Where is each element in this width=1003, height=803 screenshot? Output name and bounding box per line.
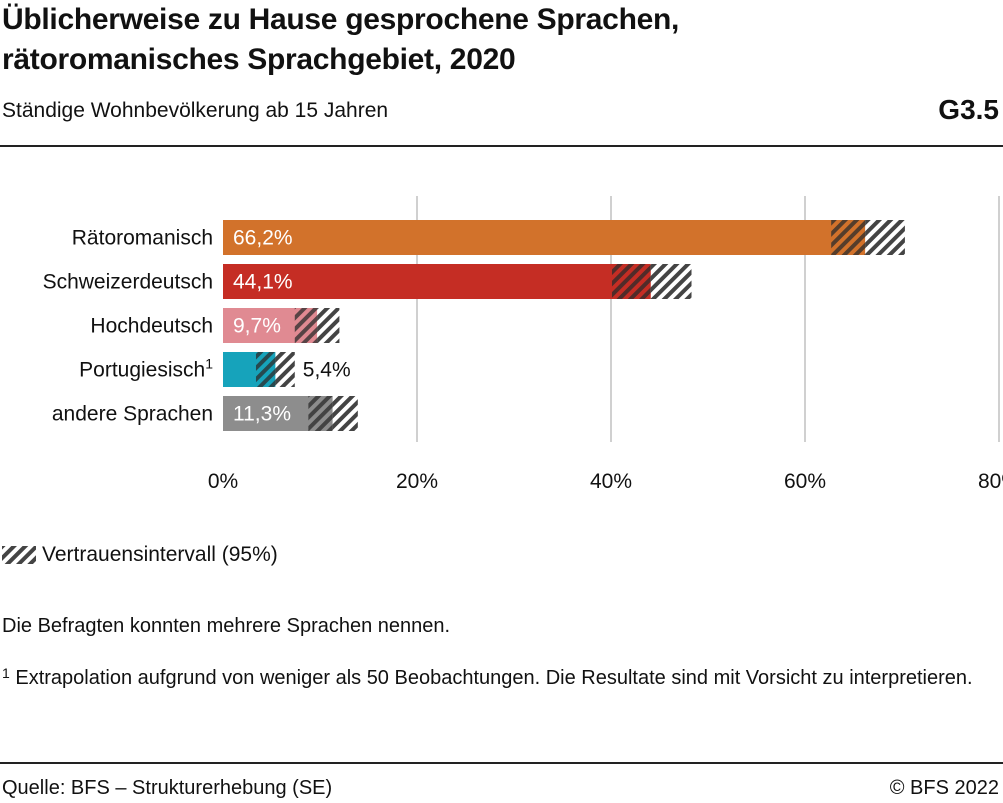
category-label: Portugiesisch1 — [79, 356, 213, 382]
hatch-swatch-icon — [2, 546, 36, 564]
category-label: Hochdeutsch — [90, 315, 213, 338]
x-tick-label: 60% — [784, 470, 826, 493]
category-labels: Rätoromanisch Schweizerdeutsch Hochdeutsch… — [43, 227, 214, 426]
header-divider — [0, 145, 1003, 147]
x-tick-label: 80% — [978, 470, 1003, 493]
bar-value-label: 9,7% — [233, 315, 281, 338]
legend: Vertrauensintervall (95%) — [2, 540, 278, 570]
x-tick-label: 40% — [590, 470, 632, 493]
footer-divider — [0, 762, 1003, 764]
category-label: Schweizerdeutsch — [43, 271, 213, 294]
title-line-1: Üblicherweise zu Hause gesprochene Sprac… — [2, 3, 680, 36]
x-axis-ticks: 0% 20% 40% 60% 80% — [208, 470, 1003, 493]
source-text: Quelle: BFS – Strukturerhebung (SE) — [2, 777, 333, 799]
ci-hatch-lower — [831, 220, 866, 255]
footnote: 1 Extrapolation aufgrund von weniger als… — [2, 665, 992, 692]
legend-label: Vertrauensintervall (95%) — [42, 543, 278, 566]
ci-hatch-lower — [308, 396, 333, 431]
category-label: Rätoromanisch — [72, 227, 213, 250]
category-label: andere Sprachen — [52, 403, 213, 426]
x-tick-label: 20% — [396, 470, 438, 493]
bar-value-label: 5,4% — [303, 359, 351, 382]
ci-hatch-lower — [611, 264, 651, 299]
bar — [223, 220, 866, 255]
bar — [223, 264, 651, 299]
footnote-marker: 1 — [2, 665, 10, 681]
ci-hatch-upper — [865, 220, 905, 255]
x-tick-label: 0% — [208, 470, 238, 493]
figure-number: G3.5 — [938, 94, 999, 125]
note-text: Die Befragten konnten mehrere Sprachen n… — [2, 615, 451, 637]
bar-chart: 66,2% 44,1% 9,7% 5,4% 11,3% Rätoromanisch Sch… — [43, 196, 1003, 493]
chart-title: Üblicherweise zu Hause gesprochene Sprac… — [2, 0, 902, 80]
bar-value-label: 11,3% — [233, 403, 291, 426]
bars: 66,2% 44,1% 9,7% 5,4% 11,3% — [223, 220, 905, 431]
bar-value-label: 44,1% — [233, 271, 293, 294]
ci-hatch-upper — [332, 396, 358, 431]
footnote-text: Extrapolation aufgrund von weniger als 5… — [15, 667, 973, 689]
chart-subtitle: Ständige Wohnbevölkerung ab 15 Jahren — [2, 99, 389, 122]
ci-hatch-lower — [255, 352, 276, 387]
ci-hatch-upper — [275, 352, 295, 387]
ci-hatch-lower — [294, 308, 318, 343]
copyright-text: © BFS 2022 — [889, 777, 999, 799]
ci-hatch-upper — [650, 264, 692, 299]
category-footnote-marker: 1 — [205, 356, 213, 372]
ci-hatch-upper — [317, 308, 340, 343]
title-line-2: rätoromanisches Sprachgebiet, 2020 — [2, 43, 516, 76]
bar-value-label: 66,2% — [233, 227, 293, 250]
